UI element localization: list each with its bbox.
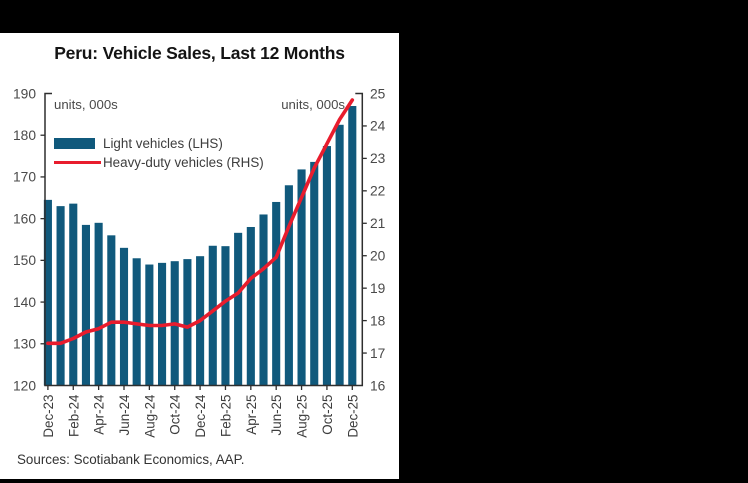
x-axis-tick-label: Dec-25 xyxy=(345,395,360,438)
left-axis-units-label: units, 000s xyxy=(54,97,118,112)
bar xyxy=(348,106,357,386)
x-axis-tick-label: Oct-24 xyxy=(168,394,183,435)
legend-item-light-vehicles: Light vehicles (LHS) xyxy=(54,136,264,151)
bar xyxy=(246,226,255,386)
left-axis-tick-label: 150 xyxy=(13,253,36,268)
bar xyxy=(221,246,230,386)
right-axis-tick-label: 20 xyxy=(370,249,386,264)
x-axis-tick-label: Apr-25 xyxy=(244,395,259,435)
right-axis-tick-label: 17 xyxy=(370,346,385,361)
source-note: Sources: Scotiabank Economics, AAP. xyxy=(17,452,245,467)
chart-card: Peru: Vehicle Sales, Last 12 Months 120 1… xyxy=(0,33,399,479)
left-axis-tick-label: 180 xyxy=(13,128,36,143)
bar xyxy=(322,146,331,386)
legend-label-light-vehicles: Light vehicles (LHS) xyxy=(103,136,223,151)
x-axis-tick-label: Apr-24 xyxy=(92,394,107,435)
legend-label-heavy-duty: Heavy-duty vehicles (RHS) xyxy=(103,155,264,170)
right-axis-tick-label: 23 xyxy=(370,151,386,166)
x-axis-tick-label: Feb-25 xyxy=(219,395,234,437)
bar xyxy=(81,224,90,386)
bar xyxy=(132,258,141,386)
bar xyxy=(69,203,78,386)
heavy-duty-line xyxy=(46,98,355,346)
bar xyxy=(234,232,243,386)
x-axis-tick-label: Oct-25 xyxy=(320,395,335,435)
bar xyxy=(208,245,217,386)
x-axis-tick-label: Jun-25 xyxy=(269,395,284,436)
right-axis-units-label: units, 000s xyxy=(281,97,345,112)
x-axis-tick-label: Aug-25 xyxy=(295,395,310,438)
right-axis-tick-label: 25 xyxy=(370,86,386,101)
left-axis-tick-label: 120 xyxy=(13,378,36,393)
left-axis-tick-label: 140 xyxy=(13,295,36,310)
bar xyxy=(119,247,129,386)
bar xyxy=(297,169,306,386)
chart-canvas: 120 130 140 150 160 170 180 190 16 17 18 19 20 21 22 23… xyxy=(13,86,386,438)
chart-title: Peru: Vehicle Sales, Last 12 Months xyxy=(54,43,345,63)
right-axis-tick-label: 21 xyxy=(370,216,385,231)
bar xyxy=(43,199,52,386)
bar xyxy=(107,235,116,386)
bar xyxy=(56,206,65,386)
bar xyxy=(94,222,103,386)
bar xyxy=(310,161,319,386)
axis-frame xyxy=(44,92,364,387)
left-axis-tick-label: 160 xyxy=(13,211,36,226)
bar xyxy=(259,214,268,386)
legend-item-heavy-duty: Heavy-duty vehicles (RHS) xyxy=(54,155,264,170)
left-axis-tick-label: 190 xyxy=(13,86,36,101)
right-axis-tick-label: 16 xyxy=(370,378,386,393)
right-axis-tick-label: 22 xyxy=(370,184,385,199)
bar xyxy=(284,185,293,386)
bar xyxy=(335,124,344,386)
right-axis-tick-label: 24 xyxy=(370,119,386,134)
x-axis-tick-label: Dec-24 xyxy=(193,394,208,438)
x-axis-tick-label: Feb-24 xyxy=(66,394,81,437)
legend-bar-swatch xyxy=(54,137,95,150)
legend: Light vehicles (LHS) Heavy-duty vehicles… xyxy=(54,136,264,174)
left-axis-tick-label: 130 xyxy=(13,337,36,352)
legend-line-swatch xyxy=(54,160,101,165)
x-axis-tick-label: Dec-23 xyxy=(41,395,56,438)
right-axis-tick-label: 18 xyxy=(370,313,386,328)
x-axis-tick-label: Jun-24 xyxy=(117,394,132,435)
bar xyxy=(183,259,192,386)
x-axis-tick-label: Aug-24 xyxy=(142,394,157,438)
left-axis-tick-label: 170 xyxy=(13,170,36,185)
bar xyxy=(272,201,281,386)
right-axis-tick-label: 19 xyxy=(370,281,386,296)
